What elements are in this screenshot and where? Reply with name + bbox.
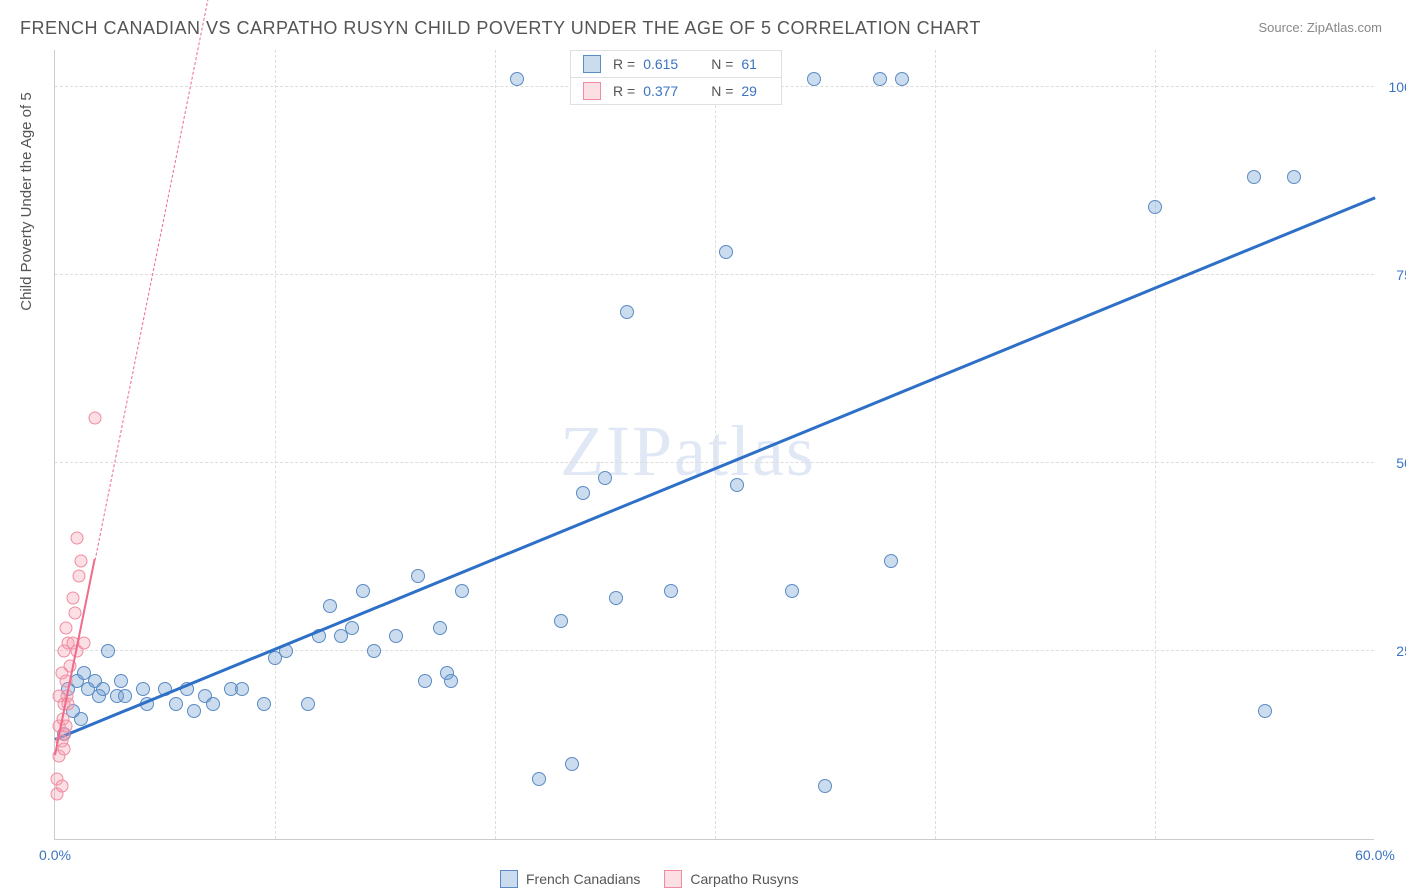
y-axis-label: Child Poverty Under the Age of 5 — [18, 92, 35, 310]
scatter-point — [71, 532, 84, 545]
scatter-point — [576, 486, 590, 500]
scatter-point — [730, 478, 744, 492]
scatter-point — [1148, 200, 1162, 214]
legend-swatch-icon — [583, 82, 601, 100]
scatter-point — [873, 72, 887, 86]
ytick-label: 25.0% — [1396, 643, 1406, 659]
scatter-point — [136, 682, 150, 696]
scatter-point — [101, 644, 115, 658]
scatter-point — [323, 599, 337, 613]
ytick-label: 50.0% — [1396, 455, 1406, 471]
scatter-point — [235, 682, 249, 696]
scatter-point — [1287, 170, 1301, 184]
scatter-point — [884, 554, 898, 568]
legend-row-series2: R = 0.377 N = 29 — [570, 77, 782, 105]
scatter-point — [510, 72, 524, 86]
legend-swatch-icon — [583, 55, 601, 73]
scatter-point — [257, 697, 271, 711]
n-label: N = — [711, 56, 733, 72]
gridline — [275, 50, 276, 839]
legend-label: French Canadians — [526, 871, 640, 887]
gridline — [715, 50, 716, 839]
scatter-point — [418, 674, 432, 688]
scatter-point — [57, 742, 70, 755]
scatter-point — [444, 674, 458, 688]
ytick-label: 75.0% — [1396, 267, 1406, 283]
scatter-point — [345, 621, 359, 635]
scatter-point — [1258, 704, 1272, 718]
scatter-point — [169, 697, 183, 711]
source-label: Source: ZipAtlas.com — [1258, 20, 1382, 35]
scatter-point — [389, 629, 403, 643]
n-value: 29 — [741, 83, 769, 99]
trendline — [94, 0, 304, 560]
ytick-label: 100.0% — [1389, 79, 1406, 95]
legend-swatch-icon — [500, 870, 518, 888]
xtick-label: 0.0% — [39, 847, 71, 863]
scatter-point — [356, 584, 370, 598]
scatter-point — [367, 644, 381, 658]
scatter-point — [554, 614, 568, 628]
scatter-point — [664, 584, 678, 598]
r-value: 0.377 — [643, 83, 691, 99]
xtick-label: 60.0% — [1355, 847, 1395, 863]
scatter-point — [55, 780, 68, 793]
gridline — [1155, 50, 1156, 839]
scatter-point — [187, 704, 201, 718]
scatter-point — [411, 569, 425, 583]
scatter-point — [433, 621, 447, 635]
legend-label: Carpatho Rusyns — [690, 871, 798, 887]
scatter-point — [68, 607, 81, 620]
scatter-point — [785, 584, 799, 598]
legend-row-series1: R = 0.615 N = 61 — [570, 50, 782, 78]
scatter-point — [609, 591, 623, 605]
series-legend: French Canadians Carpatho Rusyns — [500, 870, 799, 888]
scatter-point — [75, 554, 88, 567]
scatter-point — [565, 757, 579, 771]
legend-item: Carpatho Rusyns — [664, 870, 798, 888]
scatter-point — [719, 245, 733, 259]
chart-plot-area: 25.0%50.0%75.0%100.0%0.0%60.0% — [54, 50, 1374, 840]
scatter-point — [206, 697, 220, 711]
scatter-point — [74, 712, 88, 726]
scatter-point — [114, 674, 128, 688]
scatter-point — [301, 697, 315, 711]
scatter-point — [96, 682, 110, 696]
scatter-point — [532, 772, 546, 786]
scatter-point — [88, 411, 101, 424]
r-value: 0.615 — [643, 56, 691, 72]
correlation-legend: R = 0.615 N = 61 R = 0.377 N = 29 — [570, 50, 782, 104]
scatter-point — [66, 592, 79, 605]
scatter-point — [73, 569, 86, 582]
gridline — [495, 50, 496, 839]
chart-title: FRENCH CANADIAN VS CARPATHO RUSYN CHILD … — [20, 18, 981, 39]
gridline — [935, 50, 936, 839]
scatter-point — [807, 72, 821, 86]
scatter-point — [818, 779, 832, 793]
legend-item: French Canadians — [500, 870, 640, 888]
r-label: R = — [613, 83, 635, 99]
r-label: R = — [613, 56, 635, 72]
n-label: N = — [711, 83, 733, 99]
scatter-point — [60, 622, 73, 635]
n-value: 61 — [741, 56, 769, 72]
scatter-point — [455, 584, 469, 598]
scatter-point — [118, 689, 132, 703]
scatter-point — [1247, 170, 1261, 184]
scatter-point — [895, 72, 909, 86]
legend-swatch-icon — [664, 870, 682, 888]
scatter-point — [620, 305, 634, 319]
scatter-point — [598, 471, 612, 485]
